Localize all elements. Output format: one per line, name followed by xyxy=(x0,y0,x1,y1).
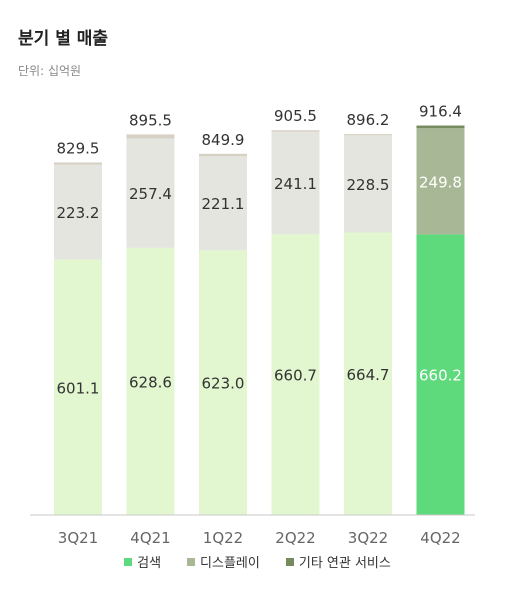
legend-swatch-search xyxy=(124,557,133,566)
bar-display-2Q22 xyxy=(271,131,320,235)
unit-label: 단위: 십억원 xyxy=(18,64,82,78)
data-label-display-3Q22: 228.5 xyxy=(347,176,390,194)
x-tick-label-2Q22: 2Q22 xyxy=(275,529,315,547)
total-label-4Q21: 895.5 xyxy=(129,111,172,129)
data-label-search-4Q21: 628.6 xyxy=(129,373,172,391)
x-tick-label-4Q22: 4Q22 xyxy=(420,529,460,547)
legend-item-search: 검색 xyxy=(124,552,161,571)
legend-label-other: 기타 연관 서비스 xyxy=(298,556,391,571)
bar-search-2Q22 xyxy=(271,234,320,515)
bar-display-3Q21 xyxy=(54,164,102,260)
total-label-4Q22: 916.4 xyxy=(419,103,462,121)
bar-display-4Q22 xyxy=(416,128,465,235)
bar-search-1Q22 xyxy=(199,250,247,515)
total-label-2Q22: 905.5 xyxy=(274,107,317,125)
bar-display-4Q21 xyxy=(126,138,175,248)
bar-search-4Q21 xyxy=(126,247,175,515)
bar-other-3Q21 xyxy=(54,162,102,165)
data-label-search-4Q22: 660.2 xyxy=(419,367,462,385)
data-label-search-2Q22: 660.7 xyxy=(274,367,317,385)
total-label-3Q22: 896.2 xyxy=(347,111,390,129)
legend-label-search: 검색 xyxy=(137,556,162,571)
data-label-display-2Q22: 241.1 xyxy=(274,175,317,193)
x-tick-label-3Q21: 3Q21 xyxy=(58,529,98,547)
x-tick-label-3Q22: 3Q22 xyxy=(348,529,388,547)
data-label-search-3Q22: 664.7 xyxy=(347,366,390,384)
data-label-display-4Q22: 249.8 xyxy=(419,173,462,191)
bar-search-4Q22 xyxy=(416,234,465,516)
bar-other-4Q22 xyxy=(416,125,465,129)
legend-item-other: 기타 연관 서비스 xyxy=(285,552,391,571)
chart-title: 분기 별 매출 xyxy=(18,29,109,49)
legend: 검색 디스플레이 기타 연관 서비스 xyxy=(0,552,515,571)
total-label-3Q21: 829.5 xyxy=(57,139,100,157)
legend-item-display: 디스플레이 xyxy=(187,552,260,571)
bar-other-2Q22 xyxy=(271,130,320,132)
bar-search-3Q21 xyxy=(54,259,102,515)
data-label-display-3Q21: 223.2 xyxy=(57,204,100,222)
data-label-display-4Q21: 257.4 xyxy=(129,185,172,203)
data-label-search-1Q22: 623.0 xyxy=(202,375,245,393)
bar-other-3Q22 xyxy=(344,134,392,136)
x-tick-label-1Q22: 1Q22 xyxy=(203,529,243,547)
legend-swatch-other xyxy=(285,557,294,566)
legend-swatch-display xyxy=(187,557,196,566)
bar-display-3Q22 xyxy=(344,135,392,233)
legend-label-display: 디스플레이 xyxy=(200,556,260,571)
x-tick-label-4Q21: 4Q21 xyxy=(130,529,170,547)
bar-search-3Q22 xyxy=(344,232,392,515)
bar-display-1Q22 xyxy=(199,156,247,251)
bar-other-4Q21 xyxy=(126,134,175,139)
bar-other-1Q22 xyxy=(199,153,247,157)
data-label-search-3Q21: 601.1 xyxy=(57,379,100,397)
data-label-display-1Q22: 221.1 xyxy=(202,195,245,213)
total-label-1Q22: 849.9 xyxy=(202,131,245,149)
